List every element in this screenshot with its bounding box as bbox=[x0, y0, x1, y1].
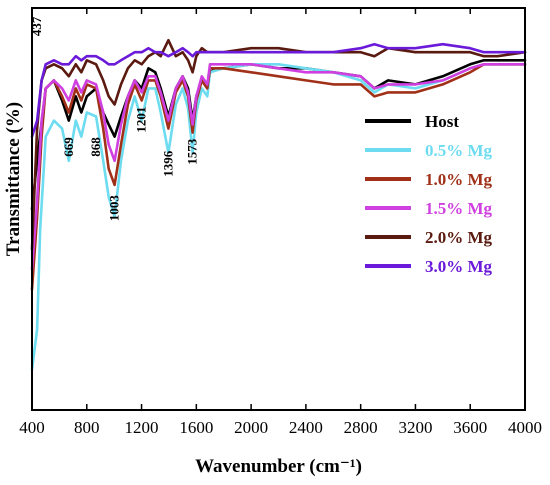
peak-label-868: 868 bbox=[88, 137, 103, 157]
x-tick-label: 400 bbox=[19, 418, 45, 437]
x-axis-ticks: 400 800 1200 1600 2000 2400 2800 3200 3600 4000 bbox=[19, 8, 542, 437]
plot-frame bbox=[31, 7, 526, 411]
peak-label-669: 669 bbox=[61, 137, 76, 157]
peak-label-1396: 1396 bbox=[160, 150, 175, 177]
peak-label-1573: 1573 bbox=[185, 138, 200, 165]
x-tick-label: 3200 bbox=[398, 418, 432, 437]
legend-label: Host bbox=[425, 112, 459, 131]
legend-label: 1.0% Mg bbox=[425, 170, 493, 189]
x-tick-label: 1200 bbox=[125, 418, 159, 437]
legend: Host 0.5% Mg 1.0% Mg 1.5% Mg 2.0% Mg 3.0% Mg bbox=[365, 112, 493, 276]
x-axis-title: Wavenumber (cm⁻¹) bbox=[195, 456, 362, 477]
x-tick-label: 4000 bbox=[508, 418, 542, 437]
series-line-3 bbox=[30, 63, 527, 271]
series-line-2 bbox=[30, 63, 527, 291]
legend-label: 1.5% Mg bbox=[425, 199, 493, 218]
x-tick-label: 2000 bbox=[234, 418, 268, 437]
x-tick-label: 1600 bbox=[179, 418, 213, 437]
legend-label: 2.0% Mg bbox=[425, 228, 493, 247]
legend-label: 0.5% Mg bbox=[425, 141, 493, 160]
series-line-4 bbox=[30, 38, 527, 251]
y-axis-title: Transmittance (%) bbox=[3, 102, 24, 256]
series-line-1 bbox=[30, 63, 527, 372]
x-tick-label: 800 bbox=[74, 418, 100, 437]
legend-label: 3.0% Mg bbox=[425, 257, 493, 276]
x-tick-label: 2400 bbox=[289, 418, 323, 437]
peak-label-1003: 1003 bbox=[107, 195, 122, 222]
series-layer bbox=[30, 38, 527, 372]
x-tick-label: 2800 bbox=[344, 418, 378, 437]
x-tick-label: 3600 bbox=[453, 418, 487, 437]
series-line-5 bbox=[30, 42, 527, 138]
peak-label-1201: 1201 bbox=[134, 107, 149, 133]
